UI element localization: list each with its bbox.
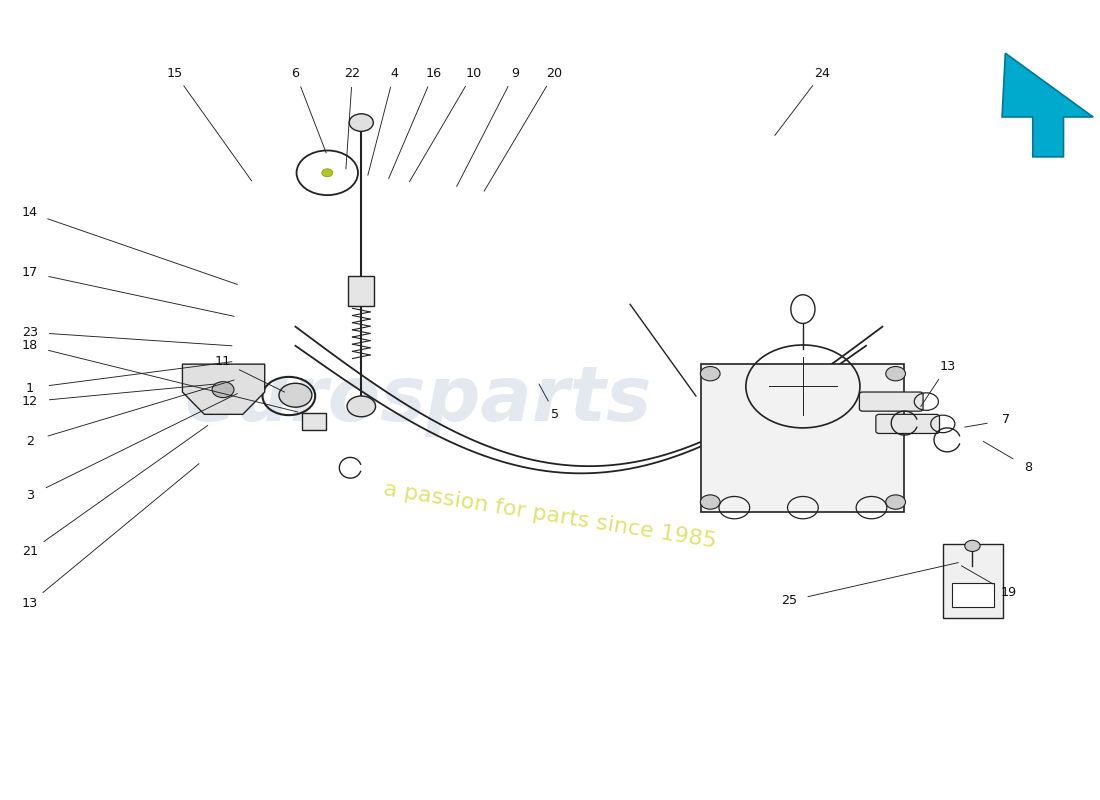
Polygon shape (1002, 54, 1093, 157)
FancyBboxPatch shape (952, 583, 994, 607)
Polygon shape (183, 364, 265, 414)
Text: 15: 15 (166, 66, 183, 80)
Text: 16: 16 (426, 66, 442, 80)
Text: 13: 13 (939, 360, 955, 373)
Text: 2: 2 (26, 435, 34, 448)
Text: 8: 8 (1024, 462, 1033, 474)
Circle shape (701, 366, 721, 381)
Text: 20: 20 (547, 66, 562, 80)
Text: 5: 5 (551, 408, 560, 421)
Text: 12: 12 (22, 395, 38, 408)
Circle shape (701, 495, 721, 510)
Text: 11: 11 (214, 355, 231, 368)
FancyBboxPatch shape (702, 364, 904, 512)
FancyBboxPatch shape (876, 414, 939, 434)
FancyBboxPatch shape (943, 544, 1003, 618)
Text: 9: 9 (510, 66, 519, 80)
Text: 13: 13 (22, 597, 38, 610)
Text: 7: 7 (1002, 414, 1011, 426)
Circle shape (349, 114, 373, 131)
Text: 6: 6 (292, 66, 299, 80)
Text: 18: 18 (22, 339, 38, 352)
Text: 10: 10 (465, 66, 482, 80)
Circle shape (886, 495, 905, 510)
Text: 24: 24 (814, 66, 830, 80)
Circle shape (322, 169, 332, 177)
Circle shape (965, 540, 980, 551)
Circle shape (886, 366, 905, 381)
Text: 22: 22 (344, 66, 361, 80)
FancyBboxPatch shape (302, 413, 327, 430)
Circle shape (212, 382, 234, 398)
Text: 21: 21 (22, 545, 38, 558)
Text: 1: 1 (26, 382, 34, 394)
Circle shape (279, 383, 312, 407)
Text: eurosparts: eurosparts (185, 363, 652, 437)
Text: 3: 3 (26, 489, 34, 502)
Text: 19: 19 (1001, 586, 1016, 599)
Text: 4: 4 (390, 66, 398, 80)
Text: 14: 14 (22, 206, 38, 219)
Circle shape (346, 396, 375, 417)
Text: 17: 17 (22, 266, 38, 279)
Text: 23: 23 (22, 326, 38, 338)
FancyBboxPatch shape (348, 276, 374, 306)
Text: 25: 25 (781, 594, 798, 607)
Text: a passion for parts since 1985: a passion for parts since 1985 (382, 479, 718, 552)
FancyBboxPatch shape (859, 392, 923, 411)
